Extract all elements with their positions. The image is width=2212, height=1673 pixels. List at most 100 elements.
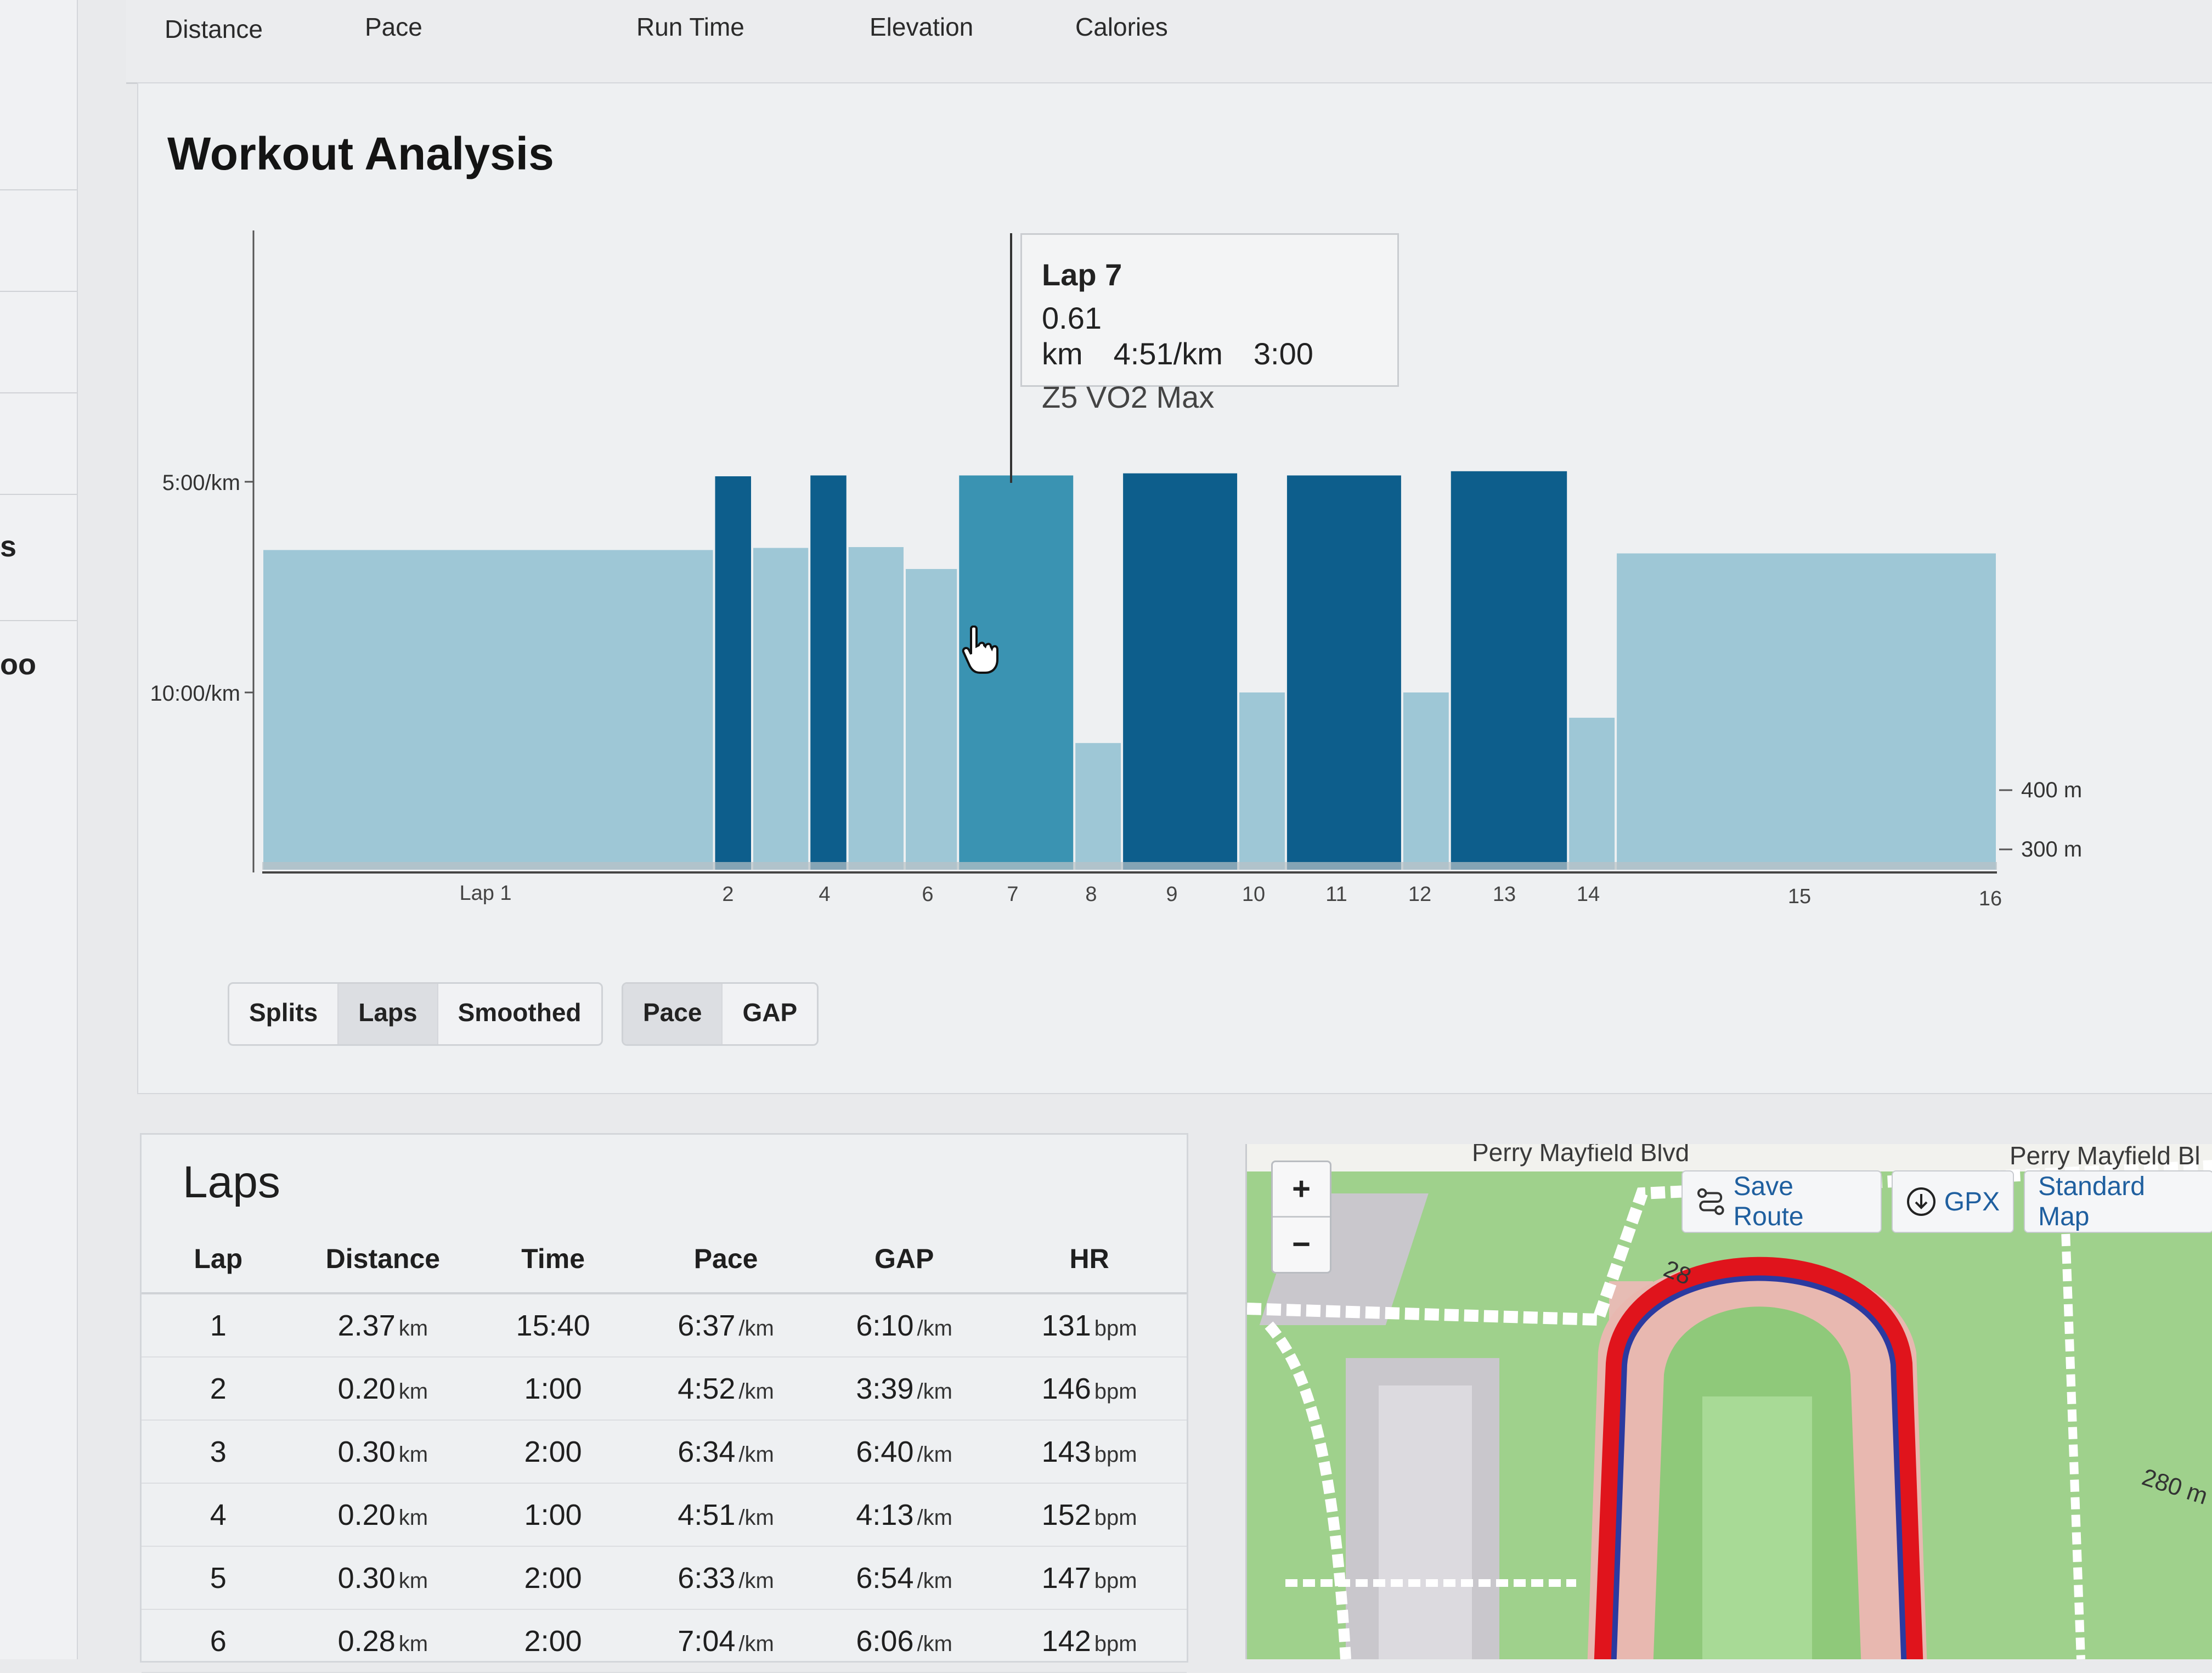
toggle-laps[interactable]: Laps [338,984,438,1044]
pace-cell: 7:04/km [635,1609,817,1673]
elevation-profile [262,862,1997,870]
laps-panel: Laps Lap Distance Time Pace GAP HR 1 2.37… [140,1133,1188,1673]
table-row[interactable]: 2 0.20 km 1:00 4:52/km 3:39/km 146 bpm [142,1357,1187,1421]
map-path [2060,1198,2085,1659]
time-cell-value: 2:00 [524,1624,582,1658]
col-header-hr[interactable]: HR [992,1225,1187,1294]
laps-title: Laps [183,1157,280,1207]
tab-calories[interactable]: Calories [1075,13,1168,41]
pace-cell-value: 6:37 [678,1309,736,1342]
road-label: Perry Mayfield Blvd [1472,1144,1690,1167]
gap-cell-unit: /km [917,1568,952,1593]
time-cell-value: 1:00 [524,1372,582,1405]
lap-bar-12[interactable] [1403,692,1449,870]
lap-bar-14[interactable] [1569,718,1615,870]
gap-cell-value: 6:40 [856,1435,914,1468]
tooltip-zone: Z5 VO2 Max [1042,380,1215,414]
toggle-splits[interactable]: Splits [229,984,339,1044]
rail-item-label[interactable]: oo [0,648,36,681]
rail-divider [0,392,77,393]
gap-cell: 6:54/km [816,1546,992,1610]
time-cell-value: 1:00 [524,1498,582,1531]
tab-pace[interactable]: Pace [365,13,422,41]
lap-bar-6[interactable] [905,568,957,870]
table-row[interactable]: 6 0.28 km 2:00 7:04/km 6:06/km 142 bpm [142,1609,1187,1673]
gpx-download-button[interactable]: GPX [1891,1170,2015,1233]
pace-cell: 4:52/km [635,1357,817,1421]
lap-bar-9[interactable] [1123,473,1238,870]
hr-cell-value: 146 [1041,1372,1091,1405]
tab-distance[interactable]: Distance [165,15,263,43]
toggle-gap[interactable]: GAP [742,998,798,1027]
route-map[interactable]: Perry Mayfield Blvd Perry Mayfield Bl 28… [1245,1144,2212,1659]
toggle-smoothed[interactable]: Smoothed [458,998,582,1027]
map-route-inner [1611,1275,1907,1659]
hr-cell-value: 152 [1041,1498,1091,1531]
col-header-distance[interactable]: Distance [295,1225,471,1294]
save-route-label: Save Route [1733,1172,1804,1231]
lap-cell-value: 2 [210,1372,227,1405]
zoom-controls: + − [1271,1161,1331,1274]
zoom-in-button[interactable]: + [1273,1162,1330,1218]
table-row[interactable]: 1 2.37 km 15:40 6:37/km 6:10/km 131 bpm [142,1293,1187,1357]
rail-item-label[interactable]: s [0,530,17,563]
table-row[interactable]: 5 0.30 km 2:00 6:33/km 6:54/km 147 bpm [142,1546,1187,1610]
lap-bar-2[interactable] [715,476,752,870]
lap-bar-4[interactable] [810,475,847,870]
hr-cell-unit: bpm [1094,1505,1137,1530]
standard-map-button[interactable]: Standard Map [2024,1170,2212,1233]
lap-cell-value: 4 [210,1498,227,1531]
lap-bar-1[interactable] [263,550,713,870]
lap-bar-11[interactable] [1286,475,1401,870]
gap-cell: 6:40/km [816,1420,992,1484]
tooltip-title: Lap 7 [1042,257,1122,292]
map-route-outer [1594,1257,1923,1659]
gap-cell: 6:06/km [816,1609,992,1673]
lap-tooltip: Lap 7 0.61 km 4:51/km 3:00 Z5 VO2 Max [1020,233,1399,414]
gap-cell-unit: /km [917,1379,952,1404]
route-icon [1697,1188,1724,1215]
x-tick-label: 15 [1788,885,1811,908]
gap-cell-unit: /km [917,1631,952,1656]
gap-cell-unit: /km [917,1316,952,1340]
pace-chart[interactable]: 5:00/km 10:00/km 400 m 300 m Lap 1 2 4 6… [0,0,2212,960]
zoom-out-button[interactable]: − [1292,1226,1311,1262]
lap-bar-5[interactable] [848,547,904,870]
gap-cell: 4:13/km [816,1483,992,1547]
hr-cell-value: 131 [1041,1309,1091,1342]
lap-cell-value: 1 [210,1309,227,1342]
gap-cell-value: 3:39 [856,1372,914,1405]
table-row[interactable]: 4 0.20 km 1:00 4:51/km 4:13/km 152 bpm [142,1483,1187,1547]
x-tick-label: 7 [1007,883,1018,906]
x-tick-label: 6 [922,883,933,906]
pace-cell: 6:33/km [635,1546,817,1610]
lap-bar-15[interactable] [1617,553,1996,870]
gap-cell: 3:39/km [816,1357,992,1421]
col-header-gap[interactable]: GAP [816,1225,992,1294]
lap-bar-10[interactable] [1239,692,1285,870]
hr-cell-value: 143 [1041,1435,1091,1468]
lap-bar-13[interactable] [1451,471,1567,870]
hr-cell-value: 142 [1041,1624,1091,1658]
distance-cell-value: 0.28 [337,1624,396,1658]
map-toolbar: Save Route GPX Standard Map [1681,1170,2212,1233]
hr-cell: 147 bpm [992,1546,1187,1610]
table-row[interactable]: 3 0.30 km 2:00 6:34/km 6:40/km 143 bpm [142,1420,1187,1484]
map-field-inner [1702,1396,1812,1659]
distance-cell: 2.37 km [295,1293,471,1357]
hr-cell: 143 bpm [992,1420,1187,1484]
metric-tabs: Distance Pace Run Time Elevation Calorie… [126,0,2212,84]
save-route-button[interactable]: Save Route [1681,1170,1882,1233]
lap-bar-8[interactable] [1075,743,1121,870]
time-cell: 2:00 [471,1609,636,1673]
col-header-pace[interactable]: Pace [635,1225,817,1294]
lap-bar-3[interactable] [753,548,809,870]
distance-cell-unit: km [398,1568,428,1593]
toggle-pace[interactable]: Pace [623,984,723,1044]
col-header-time[interactable]: Time [471,1225,636,1294]
col-header-lap[interactable]: Lap [142,1225,295,1294]
y-tick-label: 10:00/km [150,681,240,706]
hand-cursor-icon [962,626,998,674]
tab-run-time[interactable]: Run Time [636,13,744,41]
tab-elevation[interactable]: Elevation [870,13,974,41]
